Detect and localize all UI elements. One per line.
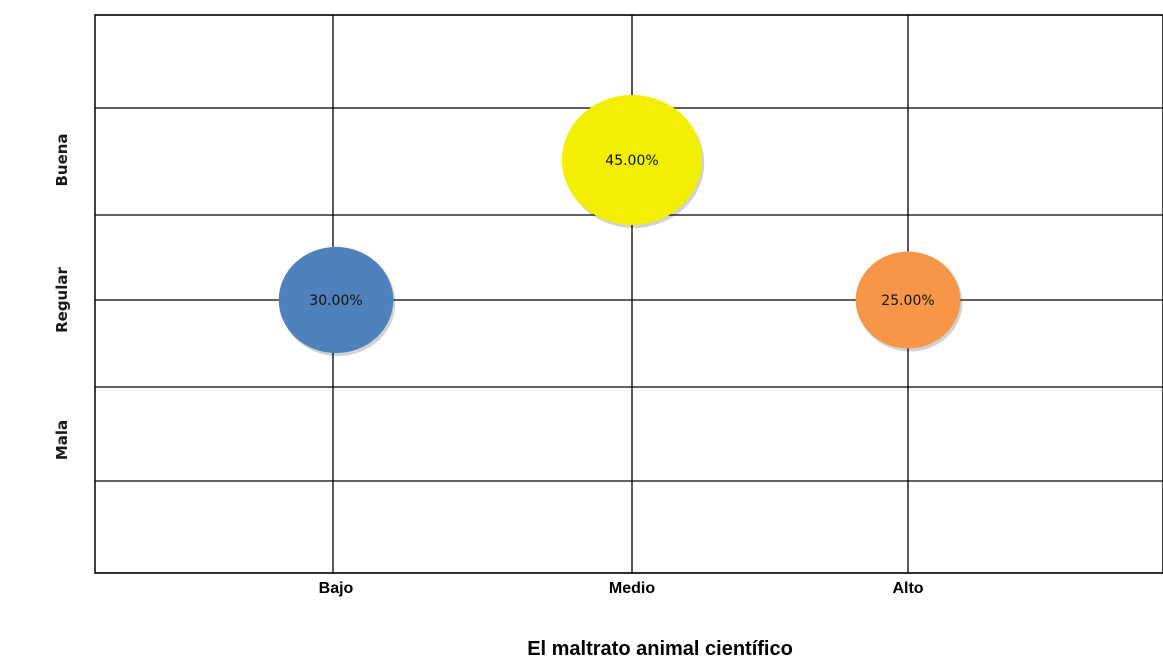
x-axis-ticks: Bajo Medio Alto	[319, 580, 924, 597]
bubble-data-label: 25.00%	[881, 293, 934, 309]
bubble-data-label: 30.00%	[309, 293, 362, 309]
x-tick-label: Bajo	[319, 580, 354, 597]
bubble: 30.00%	[278, 246, 396, 357]
y-axis-ticks: Mala Regular Buena	[53, 133, 71, 460]
x-tick-label: Alto	[892, 580, 923, 597]
y-tick-label: Regular	[53, 267, 71, 333]
grid	[94, 14, 1163, 574]
bubble: 25.00%	[855, 251, 963, 352]
y-tick-label: Buena	[53, 133, 71, 186]
x-axis-title: El maltrato animal científico	[527, 638, 793, 660]
bubble-mark	[855, 251, 961, 349]
x-tick-label: Medio	[609, 580, 655, 597]
bubble-mark	[278, 246, 394, 354]
bubble: 45.00%	[561, 95, 705, 228]
bubbles: 30.00% 45.00% 25.00%	[278, 95, 963, 357]
bubble-mark	[561, 95, 703, 225]
bubble-data-label: 45.00%	[605, 153, 658, 169]
y-tick-label: Mala	[53, 420, 71, 460]
